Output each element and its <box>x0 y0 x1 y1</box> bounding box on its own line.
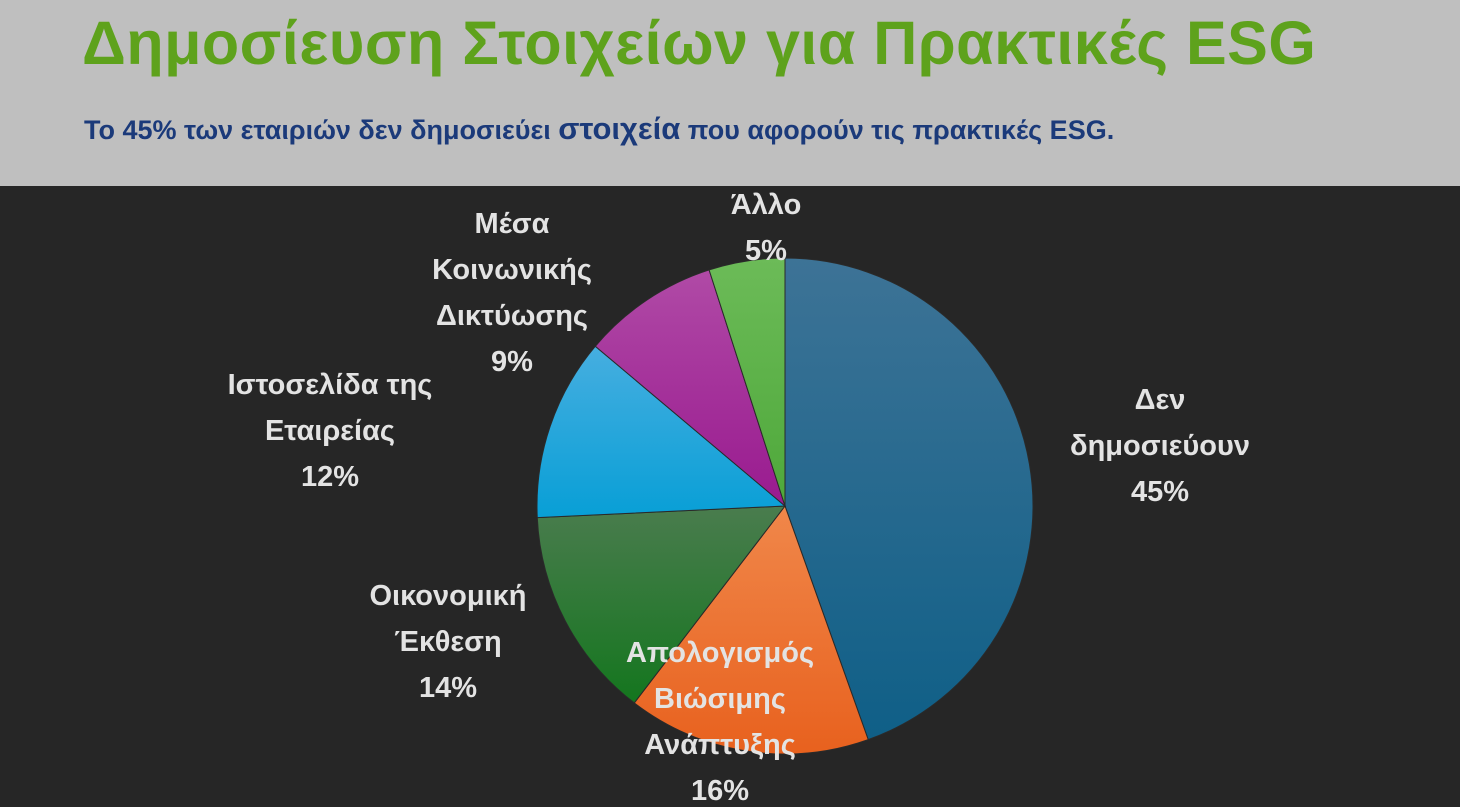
slice-name-line: δημοσιεύουν <box>1070 430 1250 462</box>
slice-value-label: 5% <box>745 235 787 267</box>
slice-name-line: Απολογισμός <box>626 637 814 669</box>
header-band: Δημοσίευση Στοιχείων για Πρακτικές ESG Τ… <box>0 0 1460 186</box>
slice-label: Απολογισμός Βιώσιμης Ανάπτυξης 16% <box>626 637 814 807</box>
slice-name-line: Δικτύωσης <box>436 300 588 332</box>
pie-slice <box>708 257 786 507</box>
slice-name-line: Κοινωνικής <box>432 254 592 286</box>
slice-value-label: 12% <box>301 461 359 493</box>
slice-name-line: Άλλο <box>731 189 802 221</box>
slice-name-line: Μέσα <box>475 208 550 240</box>
slice-value-label: 14% <box>419 672 477 704</box>
pie-slice <box>594 269 787 508</box>
pie-slice <box>633 504 869 755</box>
slice-name-line: Βιώσιμης <box>654 683 786 715</box>
chart-area: Δεν δημοσιεύουν 45% Απολογισμός Βιώσιμης Ανάπ… <box>0 186 1460 807</box>
pie-slices <box>536 257 1034 755</box>
slice-value-label: 45% <box>1131 476 1189 508</box>
subtitle-emphasis: στοιχεία <box>558 111 681 146</box>
slice-label: Οικονομική Έκθεση 14% <box>369 580 526 704</box>
slice-value-label: 16% <box>691 775 749 807</box>
slice-name-line: Οικονομική <box>369 580 526 612</box>
slice-value-label: 9% <box>491 346 533 378</box>
slice-label: Άλλο 5% <box>731 189 802 267</box>
slice-name-line: Ανάπτυξης <box>644 729 796 761</box>
slice-label: Μέσα Κοινωνικής Δικτύωσης 9% <box>432 208 592 378</box>
slice-name-line: Ιστοσελίδα της <box>228 369 433 401</box>
pie-slice <box>536 345 787 519</box>
slice-label: Δεν δημοσιεύουν 45% <box>1070 384 1250 508</box>
slice-name-line: Εταιρείας <box>265 415 395 447</box>
slice-name-line: Έκθεση <box>394 626 502 658</box>
page-subtitle: Το 45% των εταιριών δεν δημοσιεύει στοιχ… <box>84 111 1114 147</box>
slice-name-line: Δεν <box>1135 384 1186 416</box>
pie-chart: Δεν δημοσιεύουν 45% Απολογισμός Βιώσιμης Ανάπ… <box>228 189 1250 807</box>
slice-label: Ιστοσελίδα της Εταιρείας 12% <box>228 369 433 493</box>
pie-slice <box>536 505 787 704</box>
subtitle-before: Το 45% των εταιριών δεν δημοσιεύει <box>84 115 559 145</box>
page-title: Δημοσίευση Στοιχείων για Πρακτικές ESG <box>82 9 1317 77</box>
pie-slice <box>784 257 1034 741</box>
subtitle-after: που αφορούν τις πρακτικές ESG. <box>680 115 1115 145</box>
pie-labels: Δεν δημοσιεύουν 45% Απολογισμός Βιώσιμης Ανάπ… <box>228 189 1250 807</box>
